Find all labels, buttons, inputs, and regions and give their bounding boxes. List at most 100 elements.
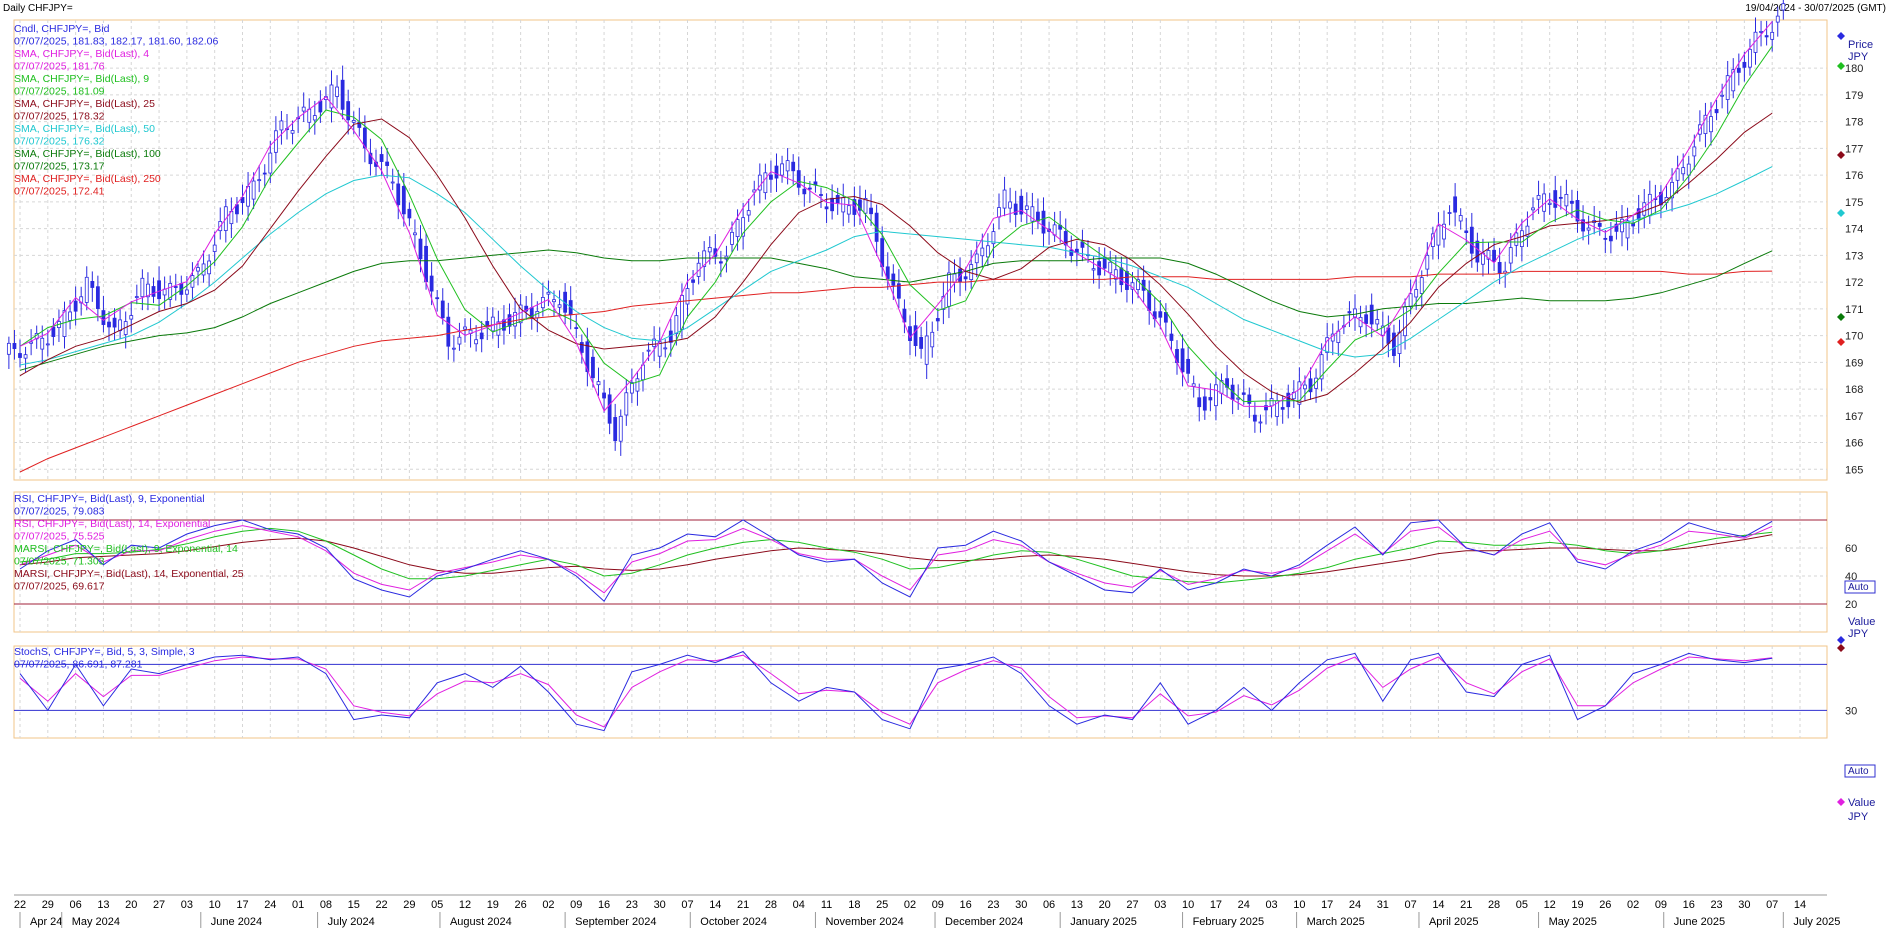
candle-body <box>424 245 428 283</box>
rsi-tick-label: 40 <box>1845 571 1857 583</box>
x-month-label: December 2024 <box>945 916 1023 928</box>
candle-body <box>958 268 962 282</box>
candle-body <box>1603 237 1608 240</box>
candle-body <box>1519 230 1524 248</box>
candle-body <box>1180 348 1185 373</box>
rsi-legend-title: MARSI, CHFJPY=, Bid(Last), 14, Exponenti… <box>14 568 244 580</box>
candle-body <box>652 338 657 347</box>
candle-body <box>885 266 890 279</box>
price-auto-label: Auto <box>1848 582 1869 593</box>
candle-body <box>346 101 351 121</box>
candle-body <box>196 267 200 272</box>
candle-body <box>1397 331 1402 354</box>
candle-body <box>301 106 306 112</box>
candle-body <box>668 330 673 343</box>
candle-body <box>830 197 835 212</box>
x-day-tick-label: 17 <box>1210 899 1222 911</box>
candle-body <box>785 160 790 172</box>
price-tick-label: 174 <box>1845 224 1863 236</box>
x-day-tick-label: 17 <box>236 899 248 911</box>
candle-body <box>140 277 145 298</box>
x-day-tick-label: 23 <box>987 899 999 911</box>
candle-body <box>1703 114 1708 135</box>
candle-body <box>246 185 250 207</box>
x-day-tick-label: 29 <box>42 899 54 911</box>
candle-body <box>902 308 907 323</box>
candle-body <box>1692 146 1697 157</box>
candle-body <box>251 180 256 200</box>
stoch-marker <box>1837 798 1845 806</box>
x-month-label: June 2025 <box>1674 916 1725 928</box>
candle-body <box>1063 231 1068 246</box>
candle-body <box>1497 262 1502 274</box>
candle-body <box>629 382 634 394</box>
x-month-label: July 2025 <box>1793 916 1840 928</box>
stoch-currency-label: JPY <box>1848 811 1869 823</box>
candle-body <box>930 331 935 348</box>
rsi-legend-title: RSI, CHFJPY=, Bid(Last), 14, Exponential <box>14 518 210 530</box>
marsi-25-line <box>19 534 1773 577</box>
candle-body <box>641 364 645 381</box>
candle-body <box>757 174 762 191</box>
candle-body <box>769 174 773 180</box>
price-legend-value: 07/07/2025, 173.17 <box>14 161 105 173</box>
stoch-unit-label: Value <box>1848 797 1875 809</box>
candle-body <box>1158 311 1163 318</box>
candle-body <box>279 120 284 131</box>
candle-body <box>1558 196 1563 199</box>
candle-body <box>440 300 445 319</box>
price-tick-label: 166 <box>1845 438 1863 450</box>
candle-body <box>824 206 829 210</box>
price-tick-label: 172 <box>1845 277 1863 289</box>
x-month-label: May 2024 <box>72 916 120 928</box>
price-legend-title: SMA, CHFJPY=, Bid(Last), 9 <box>14 73 149 85</box>
candle-body <box>1136 279 1140 290</box>
candle-body <box>396 183 401 206</box>
candle-body <box>1319 354 1324 380</box>
sma-marker <box>1837 151 1845 159</box>
x-day-tick-label: 07 <box>1766 899 1778 911</box>
candle-body <box>1419 277 1424 294</box>
candle-body <box>774 165 779 179</box>
candle-body <box>1642 202 1647 216</box>
candle-body <box>429 275 434 292</box>
x-month-label: August 2024 <box>450 916 512 928</box>
candle-body <box>1252 414 1257 422</box>
x-day-tick-label: 04 <box>793 899 805 911</box>
price-tick-label: 167 <box>1845 411 1863 423</box>
price-marker <box>1837 32 1845 40</box>
candle-body <box>385 161 390 166</box>
candle-body <box>991 231 996 245</box>
candle-body <box>702 250 707 267</box>
candle-body <box>746 210 751 216</box>
price-tick-label: 177 <box>1845 143 1863 155</box>
candle-body <box>730 231 734 245</box>
candle-body <box>1492 249 1496 262</box>
x-month-label: June 2024 <box>211 916 262 928</box>
x-day-tick-label: 24 <box>264 899 276 911</box>
x-month-label: Apr 24 <box>30 916 62 928</box>
sma-marker <box>1837 209 1845 217</box>
rsi-9-line <box>19 519 1773 602</box>
candle-body <box>835 194 840 204</box>
candle-body <box>168 283 173 300</box>
candle-body <box>574 327 579 329</box>
candle-body <box>1625 220 1630 239</box>
candle-body <box>379 154 384 162</box>
x-day-tick-label: 12 <box>1544 899 1556 911</box>
candle-body <box>451 347 456 350</box>
candle-body <box>1486 250 1491 260</box>
rsi-tick-label: 60 <box>1845 543 1857 555</box>
x-month-label: March 2025 <box>1307 916 1365 928</box>
price-tick-label: 175 <box>1845 197 1863 209</box>
price-tick-label: 168 <box>1845 384 1863 396</box>
candle-body <box>1442 223 1446 240</box>
candle-body <box>173 286 178 288</box>
candle-body <box>1475 240 1480 263</box>
candle-body <box>1024 205 1029 210</box>
candle-body <box>707 247 712 253</box>
candle-body <box>90 281 95 288</box>
candle-body <box>602 392 606 399</box>
candle-body <box>1169 333 1174 341</box>
x-day-tick-label: 06 <box>70 899 82 911</box>
